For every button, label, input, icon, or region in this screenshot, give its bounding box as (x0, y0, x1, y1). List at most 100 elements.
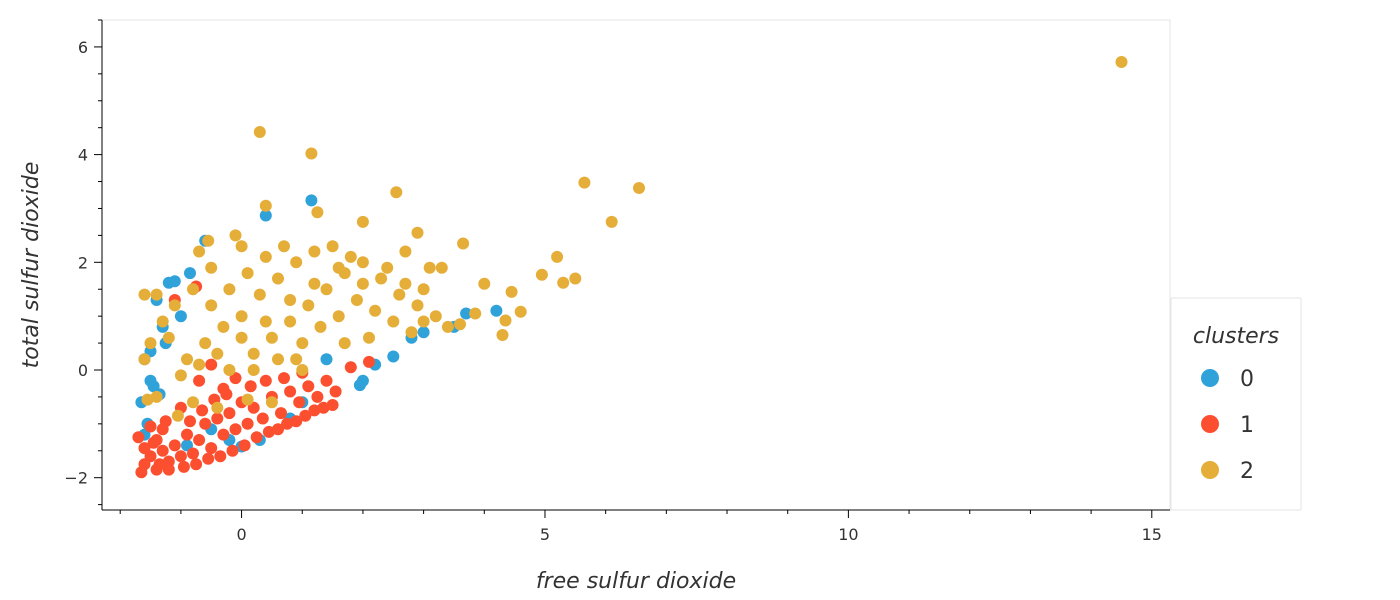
point-cluster-1 (217, 428, 230, 441)
point-cluster-1 (153, 458, 166, 471)
point-cluster-0 (460, 307, 473, 320)
point-cluster-2 (138, 353, 151, 366)
point-cluster-2 (311, 206, 324, 219)
point-cluster-2 (535, 268, 548, 281)
point-cluster-2 (141, 393, 154, 406)
point-cluster-1 (326, 399, 339, 411)
point-cluster-2 (278, 240, 290, 253)
point-cluster-1 (156, 423, 169, 436)
point-cluster-2 (265, 331, 278, 344)
point-cluster-1 (302, 380, 315, 393)
point-cluster-1 (193, 374, 206, 387)
point-cluster-1 (250, 431, 263, 444)
point-cluster-2 (247, 364, 260, 376)
point-cluster-2 (375, 272, 388, 285)
point-cluster-2 (241, 267, 254, 280)
point-cluster-2 (454, 318, 466, 331)
point-cluster-2 (296, 364, 309, 376)
point-cluster-2 (302, 299, 315, 312)
point-cluster-1 (272, 423, 284, 436)
point-cluster-2 (211, 401, 224, 414)
point-cluster-0 (305, 194, 318, 207)
point-cluster-1 (181, 428, 193, 441)
point-cluster-2 (332, 310, 345, 323)
point-cluster-1 (132, 431, 145, 444)
point-cluster-2 (457, 237, 470, 250)
y-tick-label: −2 (64, 469, 88, 488)
point-cluster-2 (551, 250, 564, 263)
point-cluster-0 (174, 310, 187, 323)
point-cluster-1 (168, 439, 181, 452)
point-cluster-2 (326, 240, 339, 253)
point-cluster-1 (193, 434, 206, 446)
point-cluster-2 (417, 283, 430, 296)
point-cluster-1 (138, 442, 151, 455)
point-cluster-2 (569, 272, 582, 285)
point-cluster-2 (211, 347, 224, 360)
point-cluster-1 (238, 439, 251, 452)
point-cluster-1 (308, 404, 321, 417)
point-cluster-2 (202, 234, 215, 247)
point-cluster-0 (387, 350, 400, 363)
point-cluster-2 (187, 283, 199, 296)
point-cluster-2 (478, 277, 491, 290)
y-axis-ticks: −2 0 2 4 6 (64, 19, 102, 506)
point-cluster-2 (393, 288, 406, 301)
point-cluster-2 (181, 353, 193, 366)
x-tick-label: 15 (1142, 525, 1162, 544)
point-cluster-2 (1115, 56, 1128, 68)
point-cluster-2 (344, 250, 357, 263)
x-axis-ticks: 0 5 10 15 (119, 510, 1162, 544)
legend-label-2: 2 (1240, 459, 1254, 484)
x-tick-label: 5 (540, 525, 550, 544)
point-cluster-1 (205, 442, 218, 455)
point-cluster-2 (505, 285, 518, 298)
point-cluster-2 (369, 304, 382, 317)
point-cluster-1 (259, 374, 272, 387)
point-cluster-2 (217, 320, 230, 333)
point-cluster-2 (350, 294, 363, 306)
point-cluster-1 (162, 463, 175, 476)
point-cluster-2 (338, 337, 351, 350)
point-cluster-2 (290, 256, 303, 269)
point-cluster-2 (284, 294, 297, 306)
point-cluster-2 (296, 337, 309, 350)
legend-marker-1 (1201, 415, 1219, 433)
point-cluster-2 (259, 315, 272, 328)
point-cluster-2 (399, 245, 412, 258)
point-cluster-2 (514, 305, 527, 318)
point-cluster-1 (363, 355, 375, 368)
point-cluster-2 (253, 288, 266, 301)
point-cluster-1 (184, 415, 196, 428)
point-cluster-2 (290, 353, 303, 366)
point-cluster-2 (259, 199, 272, 212)
point-cluster-1 (256, 412, 269, 425)
point-cluster-2 (205, 299, 218, 312)
point-cluster-1 (275, 407, 287, 420)
point-cluster-2 (241, 393, 254, 406)
legend-marker-2 (1201, 461, 1219, 479)
point-cluster-1 (311, 390, 324, 403)
point-cluster-2 (320, 283, 333, 296)
point-cluster-2 (496, 329, 509, 341)
point-cluster-2 (411, 226, 424, 239)
point-cluster-1 (293, 396, 306, 409)
point-cluster-1 (290, 415, 303, 428)
point-cluster-2 (435, 261, 448, 274)
point-cluster-2 (441, 320, 454, 333)
y-tick-label: 6 (78, 38, 88, 57)
legend-box (1170, 297, 1302, 511)
point-cluster-1 (223, 407, 236, 420)
point-cluster-2 (223, 364, 236, 376)
point-cluster-2 (193, 245, 206, 258)
point-cluster-2 (168, 299, 181, 312)
point-cluster-2 (229, 229, 242, 242)
point-cluster-2 (235, 310, 248, 323)
y-tick-label: 0 (78, 361, 88, 380)
point-cluster-1 (214, 450, 227, 463)
point-cluster-2 (417, 315, 430, 328)
point-cluster-2 (356, 256, 369, 269)
point-cluster-2 (138, 288, 151, 301)
legend-items: 0 1 2 (1201, 367, 1254, 484)
